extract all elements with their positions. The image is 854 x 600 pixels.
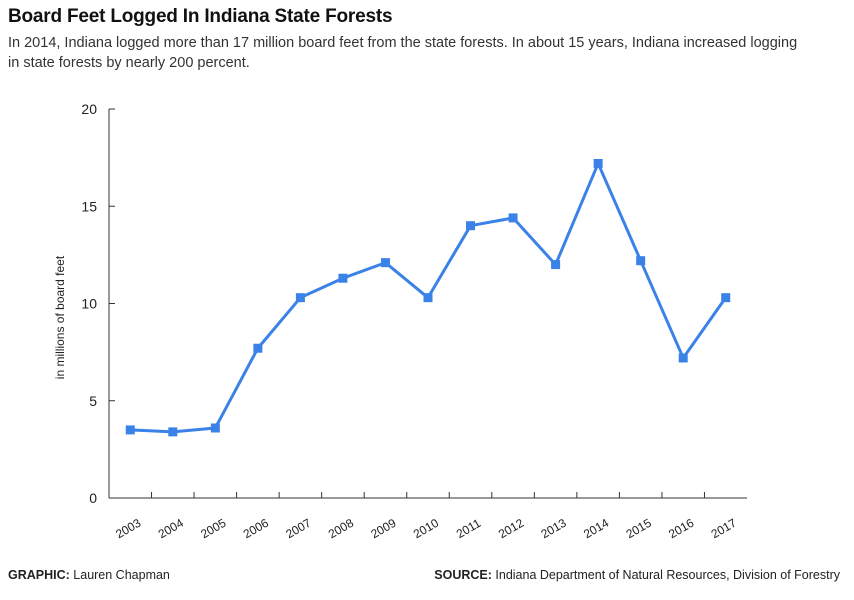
- x-tick-label: 2017: [709, 516, 739, 542]
- x-tick-label: 2012: [496, 516, 526, 542]
- data-point-marker: [466, 221, 476, 231]
- data-point-marker: [295, 293, 305, 303]
- x-tick-label: 2004: [156, 516, 186, 542]
- data-point-marker: [380, 258, 390, 268]
- data-point-marker: [508, 213, 518, 223]
- data-point-marker: [253, 343, 263, 353]
- x-tick-label: 2009: [368, 516, 398, 542]
- source-credit: SOURCE: Indiana Department of Natural Re…: [434, 568, 840, 582]
- x-tick-label: 2007: [283, 516, 313, 542]
- x-tick-label: 2008: [326, 516, 356, 542]
- y-tick-label: 20: [81, 101, 97, 117]
- x-tick-label: 2015: [624, 516, 654, 542]
- data-point-marker: [721, 293, 731, 303]
- x-tick-label: 2016: [666, 516, 696, 542]
- x-tick-label: 2014: [581, 516, 611, 542]
- graphic-credit-name: Lauren Chapman: [69, 568, 170, 582]
- data-point-marker: [593, 158, 603, 168]
- data-point-marker: [338, 273, 348, 283]
- data-point-marker: [423, 293, 433, 303]
- source-credit-label: SOURCE:: [434, 568, 492, 582]
- graphic-credit-label: GRAPHIC:: [8, 568, 70, 582]
- data-point-marker: [125, 425, 135, 435]
- data-point-marker: [678, 353, 688, 363]
- x-tick-label: 2003: [113, 516, 143, 542]
- data-point-marker: [551, 260, 561, 270]
- data-point-marker: [168, 427, 178, 437]
- y-axis-label: in millions of board feet: [53, 255, 67, 379]
- line-chart: 0 5 10 15 20 2003 2004 2005 2006 2007 2008 2009 2010…: [53, 101, 747, 542]
- chart-subtitle: In 2014, Indiana logged more than 17 mil…: [8, 35, 798, 71]
- x-tick-label: 2010: [411, 516, 441, 542]
- data-point-marker: [210, 423, 220, 433]
- chart-title: Board Feet Logged In Indiana State Fores…: [8, 6, 393, 27]
- graphic-credit: GRAPHIC: Lauren Chapman: [8, 568, 170, 582]
- x-tick-label: 2013: [539, 516, 569, 542]
- y-tick-label: 15: [81, 198, 97, 214]
- y-tick-label: 5: [89, 393, 97, 409]
- y-tick-label: 10: [81, 296, 97, 312]
- data-point-marker: [636, 256, 646, 266]
- x-tick-label: 2005: [198, 516, 228, 542]
- source-credit-name: Indiana Department of Natural Resources,…: [491, 568, 840, 582]
- x-tick-label: 2006: [241, 516, 271, 542]
- y-tick-label: 0: [89, 490, 97, 506]
- x-tick-label: 2011: [454, 516, 484, 541]
